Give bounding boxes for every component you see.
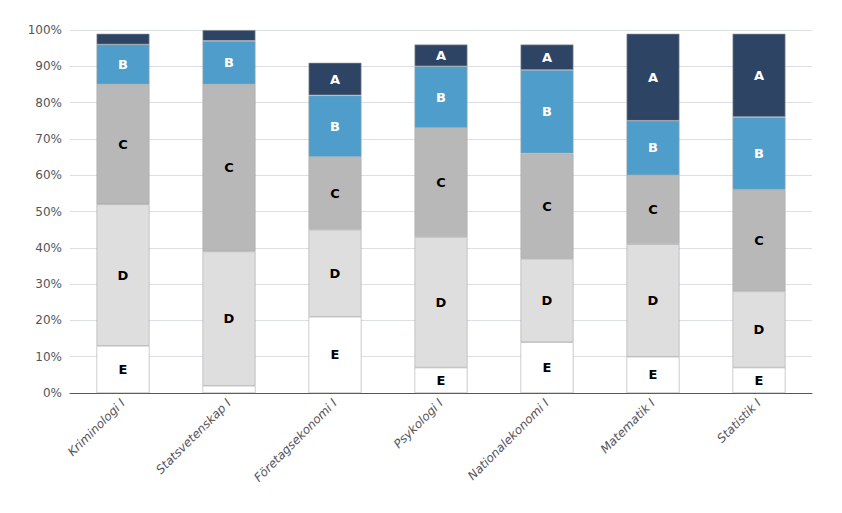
svg-text:B: B (330, 119, 340, 134)
svg-text:D: D (330, 266, 341, 281)
svg-text:E: E (543, 360, 552, 375)
svg-text:20%: 20% (35, 313, 62, 327)
svg-text:40%: 40% (35, 241, 62, 255)
svg-text:C: C (542, 199, 552, 214)
svg-text:D: D (542, 293, 553, 308)
svg-text:Nationalekonomi I: Nationalekonomi I (465, 396, 552, 483)
svg-text:C: C (648, 202, 658, 217)
svg-text:B: B (224, 55, 234, 70)
svg-text:30%: 30% (35, 277, 62, 291)
svg-text:D: D (118, 268, 129, 283)
svg-text:60%: 60% (35, 168, 62, 182)
svg-text:B: B (436, 90, 446, 105)
svg-text:Företagsekonomi I: Företagsekonomi I (251, 396, 340, 485)
svg-text:70%: 70% (35, 132, 62, 146)
svg-text:D: D (224, 311, 235, 326)
svg-text:D: D (754, 322, 765, 337)
svg-text:Kriminologi I: Kriminologi I (65, 396, 128, 459)
svg-text:C: C (330, 186, 340, 201)
svg-text:Matematik I: Matematik I (598, 396, 658, 456)
svg-text:B: B (648, 140, 658, 155)
svg-text:90%: 90% (35, 59, 62, 73)
svg-text:E: E (331, 347, 340, 362)
svg-text:A: A (648, 70, 658, 85)
svg-text:Statistik I: Statistik I (714, 396, 764, 446)
svg-text:Statsvetenskap I: Statsvetenskap I (153, 396, 234, 477)
svg-text:0%: 0% (43, 386, 62, 400)
svg-text:C: C (118, 137, 128, 152)
svg-text:A: A (436, 48, 446, 63)
svg-text:A: A (330, 72, 340, 87)
svg-text:B: B (542, 104, 552, 119)
svg-text:C: C (224, 160, 234, 175)
svg-text:E: E (755, 373, 764, 388)
svg-text:C: C (436, 175, 446, 190)
svg-text:50%: 50% (35, 205, 62, 219)
svg-text:A: A (754, 68, 764, 83)
svg-text:E: E (437, 373, 446, 388)
svg-text:E: E (119, 362, 128, 377)
svg-text:A: A (542, 50, 552, 65)
svg-text:100%: 100% (28, 23, 62, 37)
svg-text:10%: 10% (35, 350, 62, 364)
svg-text:E: E (649, 367, 658, 382)
svg-text:C: C (754, 233, 764, 248)
svg-text:D: D (648, 293, 659, 308)
svg-text:D: D (436, 295, 447, 310)
svg-text:80%: 80% (35, 96, 62, 110)
svg-text:Psykologi I: Psykologi I (391, 396, 446, 451)
svg-text:B: B (754, 146, 764, 161)
svg-text:B: B (118, 57, 128, 72)
